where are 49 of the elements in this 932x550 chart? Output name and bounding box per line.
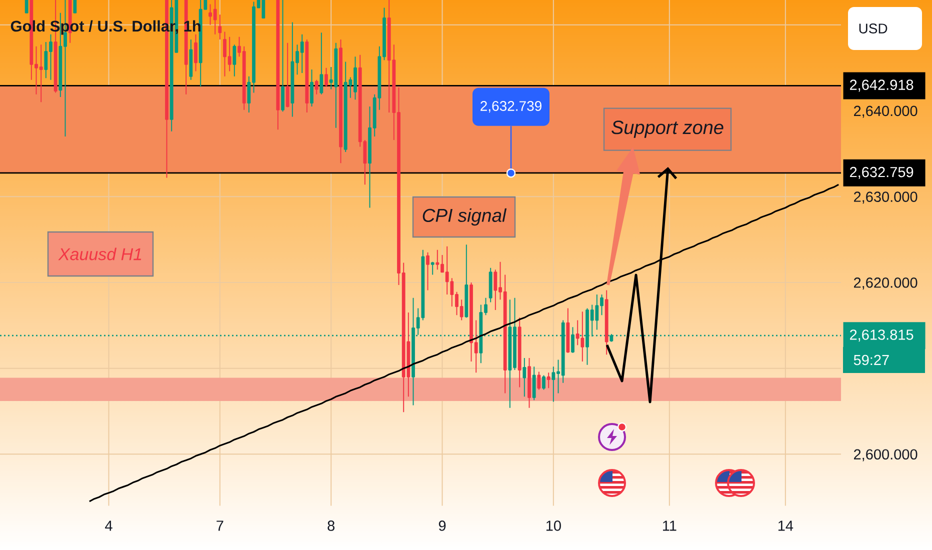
candlestick bbox=[339, 38, 342, 164]
y-tick-label: 2,600.000 bbox=[854, 449, 918, 462]
x-tick-label: 7 bbox=[216, 520, 224, 531]
candlestick bbox=[426, 252, 430, 291]
candlestick bbox=[604, 290, 608, 356]
x-tick-label: 9 bbox=[438, 520, 446, 531]
x-tick-label: 4 bbox=[105, 520, 112, 531]
candlestick bbox=[546, 372, 550, 389]
candlestick bbox=[571, 326, 574, 354]
candlestick bbox=[73, 0, 77, 14]
text: 59:27 bbox=[854, 354, 889, 366]
candlestick bbox=[189, 38, 193, 80]
candlestick bbox=[314, 79, 318, 95]
candlestick bbox=[430, 261, 434, 276]
candlestick bbox=[276, 0, 280, 130]
candlestick bbox=[528, 358, 531, 408]
candlestick bbox=[194, 34, 198, 72]
annotation: Xauusd H1 bbox=[58, 248, 142, 260]
candlestick bbox=[566, 308, 570, 354]
candlestick bbox=[488, 267, 492, 303]
y-tick-label: 2,640.000 bbox=[854, 106, 918, 118]
candlestick bbox=[518, 317, 522, 388]
candlestick bbox=[232, 44, 236, 77]
text: USD bbox=[859, 24, 888, 34]
candlestick bbox=[281, 0, 284, 112]
x-tick-label: 10 bbox=[546, 520, 561, 531]
candlestick bbox=[464, 244, 468, 318]
candlestick bbox=[522, 358, 526, 398]
ref-line-label: 2,613.815 bbox=[850, 330, 914, 342]
annotation: 2,632.739 bbox=[480, 101, 542, 113]
candlestick bbox=[218, 14, 222, 40]
annotation: CPI signal bbox=[422, 208, 507, 226]
candlestick bbox=[286, 42, 290, 108]
candlestick bbox=[542, 374, 546, 390]
candlestick bbox=[24, 0, 28, 14]
ref-line-label: 2,632.759 bbox=[850, 166, 914, 179]
candlestick bbox=[305, 38, 309, 113]
band-label: Support zone bbox=[612, 120, 724, 138]
x-tick-label: 11 bbox=[663, 520, 676, 531]
ref-line-label: 2,642.918 bbox=[850, 80, 914, 92]
y-tick-label: 2,620.000 bbox=[854, 278, 918, 290]
x-tick-label: 14 bbox=[778, 520, 794, 531]
candlestick bbox=[320, 32, 324, 95]
y-tick-label: 2,630.000 bbox=[854, 192, 918, 204]
x-tick-label: 8 bbox=[328, 520, 334, 531]
candlestick bbox=[310, 69, 314, 107]
candlestick bbox=[537, 371, 541, 390]
candlestick bbox=[324, 67, 328, 88]
candlestick bbox=[532, 366, 536, 401]
